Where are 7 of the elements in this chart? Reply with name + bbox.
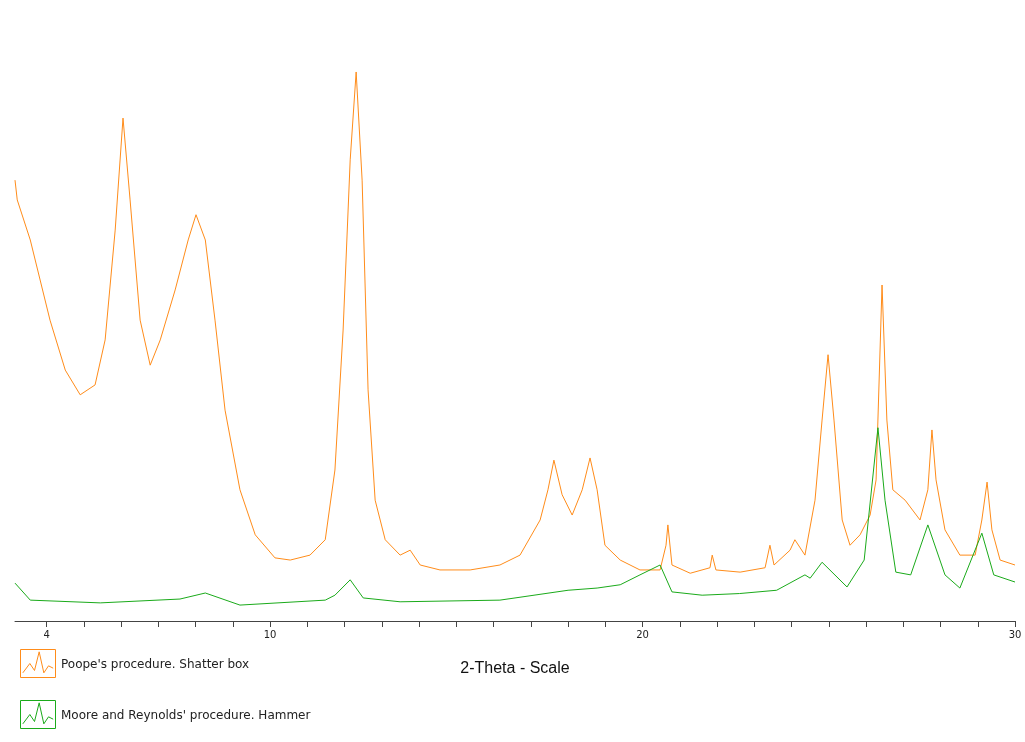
x-axis-title: 2-Theta - Scale [460,658,570,676]
x-tick-label: 30 [1008,628,1022,640]
x-tick-label: 20 [636,628,649,640]
legend-label: Poope's procedure. Shatter box [61,656,250,671]
x-tick-label: 10 [263,628,277,640]
x-tick-label: 4 [43,628,50,640]
legend-label: Moore and Reynolds' procedure. Hammer [61,707,311,722]
